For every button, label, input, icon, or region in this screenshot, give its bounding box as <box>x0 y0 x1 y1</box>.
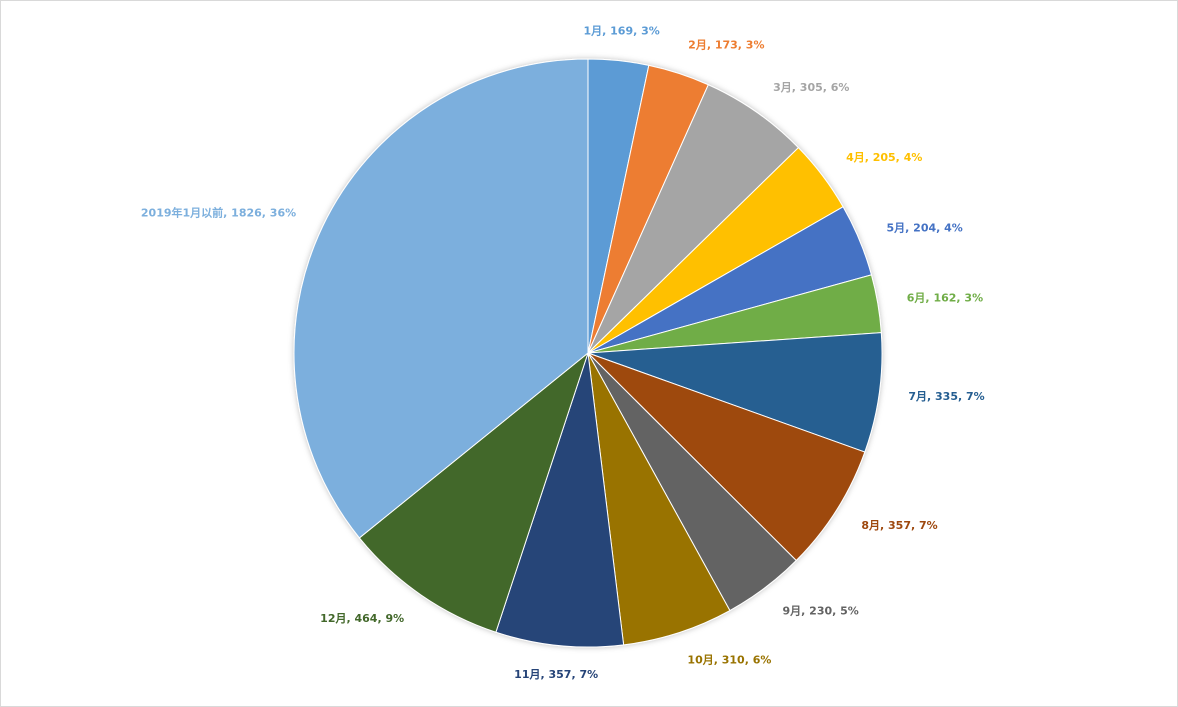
data-label: 2019年1月以前, 1826, 36% <box>141 206 296 220</box>
data-label: 6月, 162, 3% <box>907 292 983 305</box>
data-label: 3月, 305, 6% <box>773 81 849 94</box>
data-label: 2月, 173, 3% <box>688 39 764 52</box>
data-label: 1月, 169, 3% <box>583 24 659 37</box>
data-label: 8月, 357, 7% <box>861 519 937 532</box>
data-label: 5月, 204, 4% <box>887 222 963 235</box>
data-label: 10月, 310, 6% <box>687 654 771 667</box>
pie-slice <box>587 332 883 453</box>
data-label: 11月, 357, 7% <box>514 668 598 681</box>
data-label: 12月, 464, 9% <box>320 612 404 625</box>
pie-slice <box>293 58 589 539</box>
data-label: 9月, 230, 5% <box>783 604 859 617</box>
pie <box>293 58 883 648</box>
pie-slice <box>587 352 866 562</box>
pie-slice <box>358 351 590 633</box>
pie-slice <box>495 352 625 648</box>
data-label: 4月, 205, 4% <box>846 151 922 164</box>
data-label: 7月, 335, 7% <box>908 390 984 403</box>
